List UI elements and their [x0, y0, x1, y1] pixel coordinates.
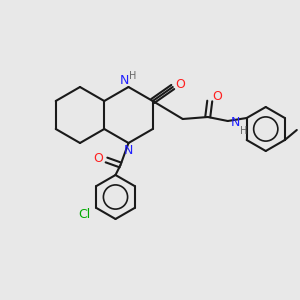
Text: O: O: [175, 79, 185, 92]
Text: H: H: [240, 126, 247, 136]
Text: N: N: [231, 116, 240, 130]
Text: O: O: [94, 152, 103, 164]
Text: H: H: [129, 71, 136, 81]
Text: N: N: [120, 74, 129, 88]
Text: O: O: [212, 91, 222, 103]
Text: N: N: [124, 143, 133, 157]
Text: Cl: Cl: [78, 208, 91, 220]
